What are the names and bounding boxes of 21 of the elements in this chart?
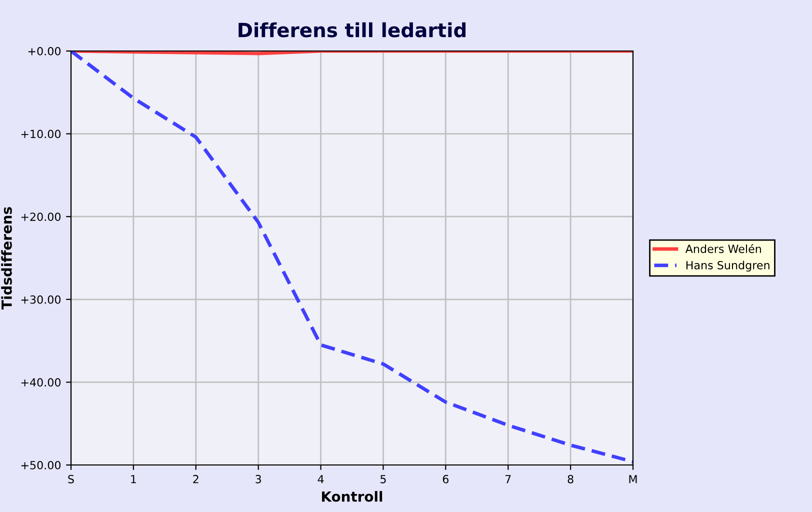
legend-label: Hans Sundgren	[686, 260, 770, 272]
x-tick-label: S	[68, 474, 74, 484]
y-tick-label: +50.00	[21, 460, 61, 470]
x-tick-label: M	[629, 475, 637, 484]
y-tick-label: +30.00	[21, 295, 61, 304]
x-tick-label: 5	[380, 475, 386, 484]
y-tick-label: +40.00	[21, 378, 61, 387]
y-tick-label: +10.00	[21, 130, 61, 138]
legend-label: Anders Welén	[685, 244, 761, 254]
y-axis-title: Tidsdifferens	[1, 207, 12, 310]
x-tick-label: 4	[318, 475, 324, 484]
x-tick-label: 3	[256, 474, 261, 484]
x-axis-title: Kontroll	[322, 491, 382, 502]
y-tick-label: +20.00	[21, 212, 61, 221]
x-tick-label: 1	[131, 475, 136, 484]
x-tick-label: 8	[568, 474, 574, 484]
chart-title: Differens till ledartid	[238, 22, 466, 38]
y-tick-label: +0.00	[28, 46, 61, 56]
x-tick-label: 6	[442, 474, 448, 484]
x-tick-label: 7	[505, 475, 511, 484]
x-tick-label: 2	[193, 474, 198, 484]
